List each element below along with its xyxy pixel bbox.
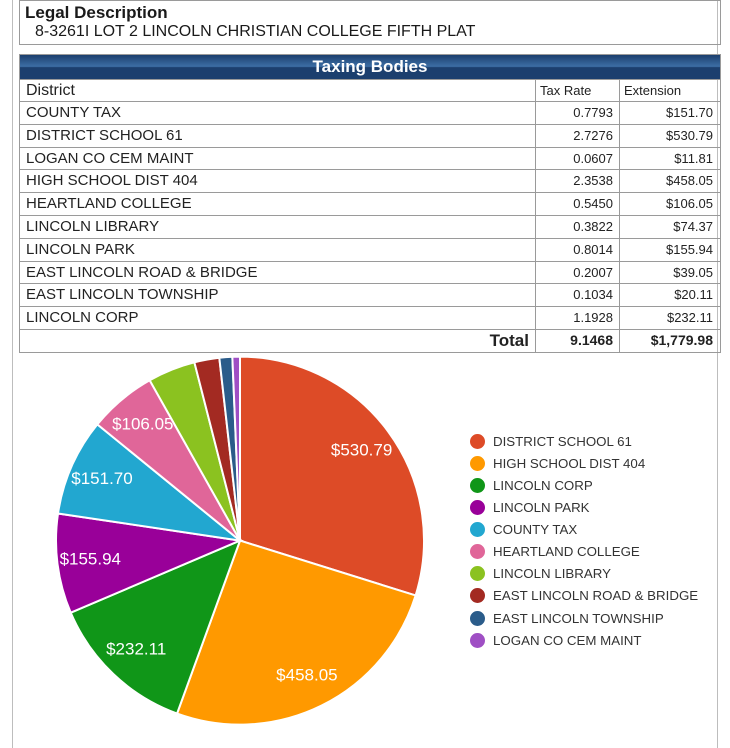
svg-text:$458.05: $458.05 <box>276 665 337 684</box>
svg-text:$530.79: $530.79 <box>331 441 392 460</box>
svg-text:$106.05: $106.05 <box>112 415 173 434</box>
svg-text:$155.94: $155.94 <box>60 549 121 568</box>
svg-text:$151.70: $151.70 <box>71 469 132 488</box>
svg-text:$232.11: $232.11 <box>106 640 166 659</box>
